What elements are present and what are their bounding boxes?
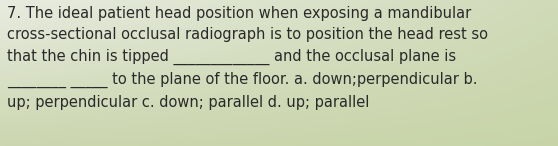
Text: 7. The ideal patient head position when exposing a mandibular
cross-sectional oc: 7. The ideal patient head position when …	[7, 6, 488, 110]
